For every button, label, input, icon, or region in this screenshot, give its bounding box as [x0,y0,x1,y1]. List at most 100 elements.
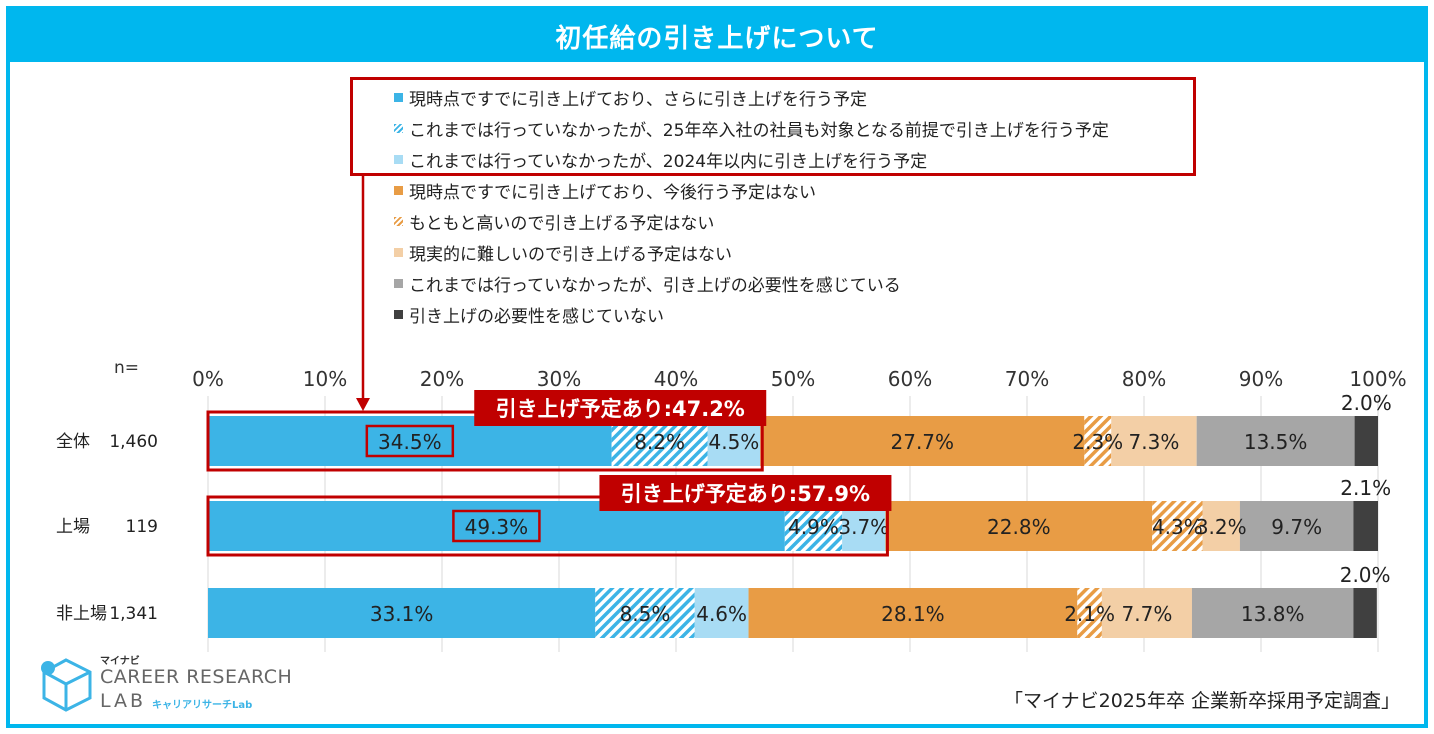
data-label: 49.3% [465,515,529,539]
data-label: 33.1% [370,602,434,626]
legend-swatch [394,154,403,164]
bar-segment [885,501,1153,551]
bar-segment [694,588,749,638]
bar-segment [1196,416,1355,466]
data-label: 28.1% [881,602,945,626]
bar-segment [1101,588,1192,638]
legend-swatch [394,92,403,102]
data-label: 2.0% [1341,391,1392,415]
x-tick-label: 50% [771,367,815,391]
cube-logo-icon [41,658,92,712]
legend-item: これまでは行っていなかったが、2024年以内に引き上げを行う予定 [394,145,927,173]
legend-label: これまでは行っていなかったが、25年卒入社の社員も対象となる前提で引き上げを行う… [409,120,1109,141]
legend-label: 引き上げの必要性を感じていない [409,306,664,327]
data-label: 4.3% [1152,515,1203,539]
legend-item: 現時点ですでに引き上げており、さらに引き上げを行う予定 [394,83,867,111]
bar-segment [1239,501,1354,551]
chart-title: 初任給の引き上げについて [10,10,1424,62]
legend-label: もともと高いので引き上げる予定はない [409,213,715,234]
bar-segment [1353,501,1378,551]
legend-swatch [394,216,403,226]
legend-label: 現実的に難しいので引き上げる予定はない [409,244,732,265]
x-tick-label: 80% [1122,367,1166,391]
data-label-highlight [365,424,455,458]
legend-item: 引き上げの必要性を感じていない [394,300,664,328]
data-label: 8.2% [634,430,685,454]
row-n-value: 119 [126,517,158,537]
bar-segment [208,588,596,638]
planned-raise-highlight-box [206,495,889,557]
bar-segment [748,588,1078,638]
callout-arrow-head [356,398,370,411]
legend-swatch [394,185,403,195]
data-label: 2.0% [1340,563,1391,587]
legend-swatch [394,309,403,319]
x-tick-label: 20% [420,367,464,391]
row-n-value: 1,341 [109,604,158,624]
data-label: 27.7% [891,430,955,454]
x-tick-label: 70% [1005,367,1049,391]
legend-label: これまでは行っていなかったが、2024年以内に引き上げを行う予定 [409,151,928,172]
x-tick-label: 0% [192,367,224,391]
data-label: 4.6% [696,602,747,626]
data-label: 4.5% [709,430,760,454]
row-n-value: 1,460 [109,432,158,452]
logo-line2: LAB [100,690,147,712]
bar-segment [1191,588,1354,638]
data-label-highlight [452,509,541,543]
bar-segment [1084,416,1112,466]
bar-segment [1077,588,1102,638]
legend-highlight-box [350,77,1196,176]
data-label: 3.2% [1196,515,1247,539]
row-label: 全体 [56,432,90,452]
bar-segment [1353,588,1377,638]
data-label: 7.7% [1122,602,1173,626]
data-label: 9.7% [1271,515,1322,539]
planned-raise-callout-text: 引き上げ予定あり:57.9% [621,482,870,506]
planned-raise-callout-text: 引き上げ予定あり:47.2% [496,397,745,421]
bar-segment [1354,416,1378,466]
data-label: 22.8% [987,515,1051,539]
legend-swatch [394,123,403,133]
legend-swatch [394,247,403,257]
x-tick-label: 10% [303,367,347,391]
x-tick-label: 40% [654,367,698,391]
legend-item: これまでは行っていなかったが、25年卒入社の社員も対象となる前提で引き上げを行う… [394,114,1109,142]
data-label: 34.5% [378,430,442,454]
planned-raise-callout [474,390,767,426]
n-label: n= [114,358,139,378]
x-tick-label: 30% [537,367,581,391]
legend-item: もともと高いので引き上げる予定はない [394,207,714,235]
career-research-lab-logo: マイナビ CAREER RESEARCH LAB キャリアリサーチLab [38,654,298,716]
data-label: 3.7% [838,515,889,539]
data-label: 7.3% [1129,430,1180,454]
bar-segment [1152,501,1203,551]
x-tick-label: 100% [1349,367,1406,391]
row-label: 非上場 [56,604,107,624]
bar-segment [595,588,695,638]
data-label: 8.5% [620,602,671,626]
bar-segment [1202,501,1240,551]
row-label: 上場 [56,517,90,537]
x-tick-label: 90% [1239,367,1283,391]
data-label: 13.8% [1241,602,1305,626]
logo-brand: マイナビ [100,656,140,667]
legend-item: 現時点ですでに引き上げており、今後行う予定はない [394,176,816,204]
source-note: 「マイナビ2025年卒 企業新卒採用予定調査」 [1003,690,1400,712]
legend-swatch [394,278,403,288]
legend-label: 現時点ですでに引き上げており、さらに引き上げを行う予定 [409,89,867,110]
planned-raise-callout [599,475,892,511]
data-label: 2.3% [1072,430,1123,454]
x-tick-label: 60% [888,367,932,391]
data-label: 2.1% [1340,476,1391,500]
logo-line1: CAREER RESEARCH [100,666,293,688]
bar-segment [760,416,1085,466]
bar-segment [1111,416,1197,466]
legend-label: 現時点ですでに引き上げており、今後行う予定はない [409,182,816,203]
legend-label: これまでは行っていなかったが、引き上げの必要性を感じている [409,275,901,296]
legend-item: 現実的に難しいので引き上げる予定はない [394,238,732,266]
logo-sub: キャリアリサーチLab [152,700,253,711]
data-label: 2.1% [1064,602,1115,626]
legend-item: これまでは行っていなかったが、引き上げの必要性を感じている [394,269,901,297]
